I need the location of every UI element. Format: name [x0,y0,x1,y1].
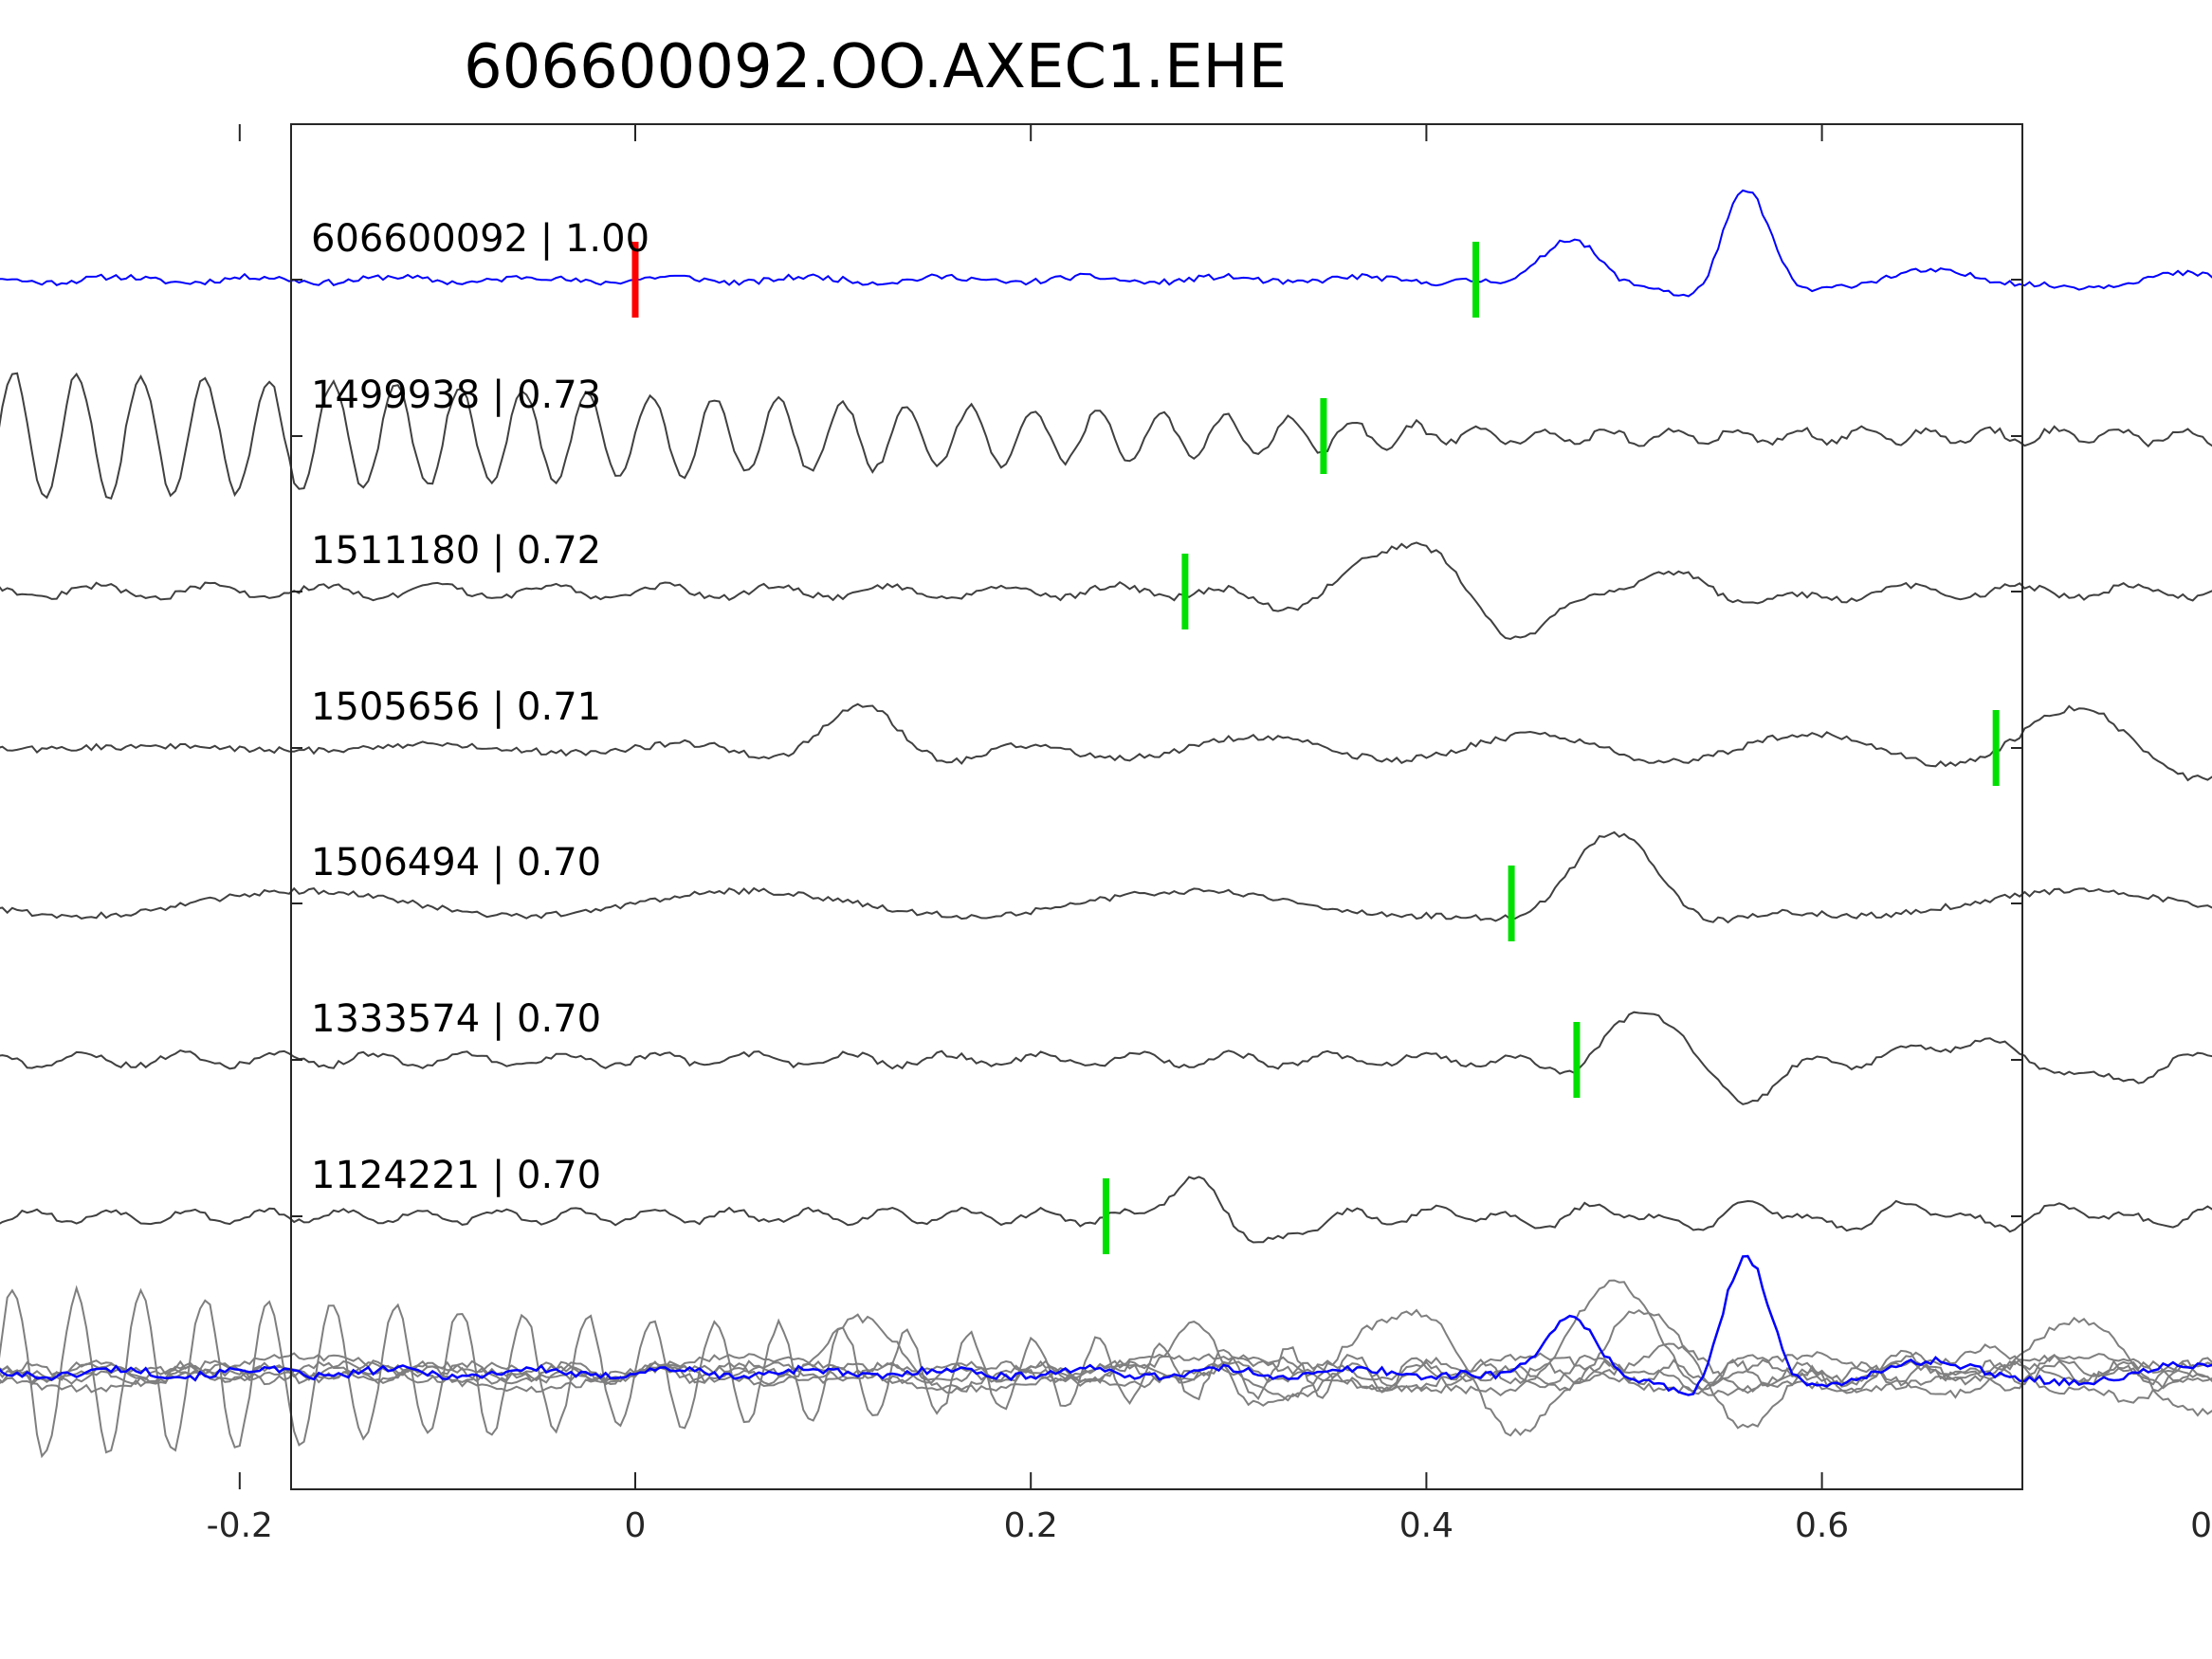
trace-label-1511180: 1511180 | 0.72 [311,529,601,573]
x-tick-label: -0.2 [207,1506,273,1545]
overlay-trace-1506494 [0,1279,2212,1397]
chart-title: 606600092.OO.AXEC1.EHE [464,32,1287,102]
trace-label-1505656: 1505656 | 0.71 [311,685,601,729]
x-tick-label: 0.2 [1004,1506,1058,1545]
pick-markers [631,242,2000,1254]
trace-1505656 [0,702,2212,782]
x-tick-label: 0.6 [1795,1506,1849,1545]
axes-box [290,123,2023,1490]
overlay-trace-606600092 [0,1254,2212,1396]
trace-1506494 [0,830,2212,924]
overlay-trace-1333574 [0,1309,2212,1430]
x-tick-label: 0.4 [1399,1506,1453,1545]
trace-1333574 [0,1011,2212,1105]
x-tick-label: 0.8 [2190,1506,2212,1545]
x-axis: -0.200.20.40.60.811.21.4 [207,124,2212,1545]
trace-label-606600092: 606600092 | 1.00 [311,217,649,261]
trace-1124221 [0,1176,2212,1244]
trace-1511180 [0,541,2212,641]
traces-layer [0,189,2212,1244]
trace-label-1499938: 1499938 | 0.73 [311,374,601,417]
trace-label-1506494: 1506494 | 0.70 [311,841,601,884]
overlay-trace-1124221 [0,1321,2212,1407]
trace-1499938 [0,372,2212,501]
trace-labels: 606600092 | 1.00 1499938 | 0.73 1511180 | … [311,217,649,1197]
stacked-overlay [0,1254,2212,1459]
trace-label-1124221: 1124221 | 0.70 [311,1154,601,1197]
overlay-trace-1499938 [0,1285,2212,1459]
trace-label-1333574: 1333574 | 0.70 [311,997,601,1041]
x-tick-label: 0 [625,1506,647,1545]
trace-606600092 [0,189,2212,298]
overlay-trace-1511180 [0,1308,2212,1437]
